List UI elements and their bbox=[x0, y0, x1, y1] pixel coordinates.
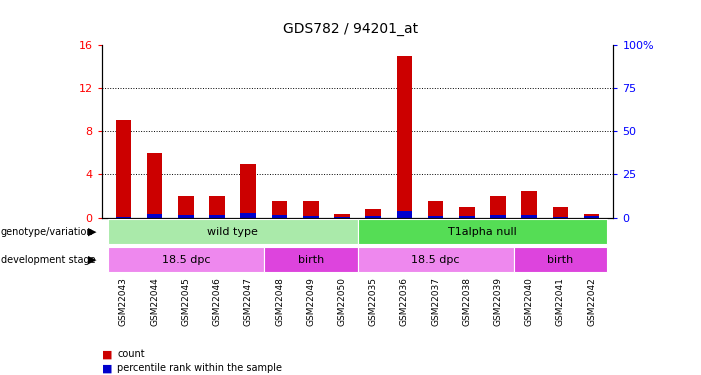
Bar bbox=[428, 216, 443, 217]
Bar bbox=[428, 201, 443, 217]
Text: GSM22038: GSM22038 bbox=[462, 277, 471, 326]
Bar bbox=[210, 215, 225, 217]
Bar bbox=[178, 215, 193, 217]
Bar bbox=[397, 56, 412, 217]
Text: GSM22042: GSM22042 bbox=[587, 277, 596, 326]
Bar bbox=[210, 196, 225, 217]
Bar bbox=[116, 120, 131, 218]
Text: GDS782 / 94201_at: GDS782 / 94201_at bbox=[283, 22, 418, 36]
Bar bbox=[334, 214, 350, 217]
Bar bbox=[240, 213, 256, 217]
Text: ■: ■ bbox=[102, 363, 112, 373]
Text: GSM22049: GSM22049 bbox=[306, 277, 315, 326]
Text: 18.5 dpc: 18.5 dpc bbox=[411, 255, 460, 265]
Bar bbox=[522, 190, 537, 217]
Text: GSM22043: GSM22043 bbox=[119, 277, 128, 326]
Bar bbox=[490, 196, 505, 217]
Bar bbox=[108, 219, 358, 244]
Text: ▶: ▶ bbox=[88, 226, 97, 237]
Bar bbox=[365, 209, 381, 218]
Bar bbox=[108, 247, 264, 272]
Text: GSM22047: GSM22047 bbox=[244, 277, 253, 326]
Text: birth: birth bbox=[547, 255, 573, 265]
Bar bbox=[490, 215, 505, 217]
Text: 18.5 dpc: 18.5 dpc bbox=[162, 255, 210, 265]
Text: GSM22048: GSM22048 bbox=[275, 277, 284, 326]
Text: GSM22050: GSM22050 bbox=[337, 277, 346, 326]
Text: GSM22045: GSM22045 bbox=[182, 277, 191, 326]
Bar bbox=[272, 215, 287, 217]
Bar bbox=[365, 216, 381, 217]
Bar bbox=[584, 214, 599, 217]
Bar bbox=[303, 216, 318, 217]
Bar bbox=[397, 211, 412, 218]
Text: wild type: wild type bbox=[207, 226, 258, 237]
Bar bbox=[459, 207, 475, 218]
Bar bbox=[522, 215, 537, 217]
Text: genotype/variation: genotype/variation bbox=[1, 226, 93, 237]
Text: ■: ■ bbox=[102, 350, 112, 359]
Bar bbox=[240, 164, 256, 218]
Bar bbox=[178, 196, 193, 217]
Bar bbox=[147, 214, 163, 217]
Bar bbox=[358, 247, 514, 272]
Bar bbox=[147, 153, 163, 218]
Bar bbox=[358, 219, 607, 244]
Text: ▶: ▶ bbox=[88, 255, 97, 265]
Text: GSM22040: GSM22040 bbox=[524, 277, 533, 326]
Bar bbox=[514, 247, 607, 272]
Bar bbox=[264, 247, 358, 272]
Text: GSM22041: GSM22041 bbox=[556, 277, 565, 326]
Text: birth: birth bbox=[298, 255, 324, 265]
Text: count: count bbox=[117, 350, 144, 359]
Bar bbox=[584, 216, 599, 217]
Text: GSM22039: GSM22039 bbox=[494, 277, 503, 326]
Bar bbox=[272, 201, 287, 217]
Text: GSM22037: GSM22037 bbox=[431, 277, 440, 326]
Text: percentile rank within the sample: percentile rank within the sample bbox=[117, 363, 282, 373]
Text: development stage: development stage bbox=[1, 255, 95, 265]
Bar bbox=[303, 201, 318, 217]
Text: GSM22035: GSM22035 bbox=[369, 277, 378, 326]
Text: GSM22036: GSM22036 bbox=[400, 277, 409, 326]
Bar bbox=[552, 207, 568, 218]
Text: T1alpha null: T1alpha null bbox=[448, 226, 517, 237]
Bar bbox=[459, 216, 475, 217]
Text: GSM22046: GSM22046 bbox=[212, 277, 222, 326]
Text: GSM22044: GSM22044 bbox=[150, 277, 159, 326]
